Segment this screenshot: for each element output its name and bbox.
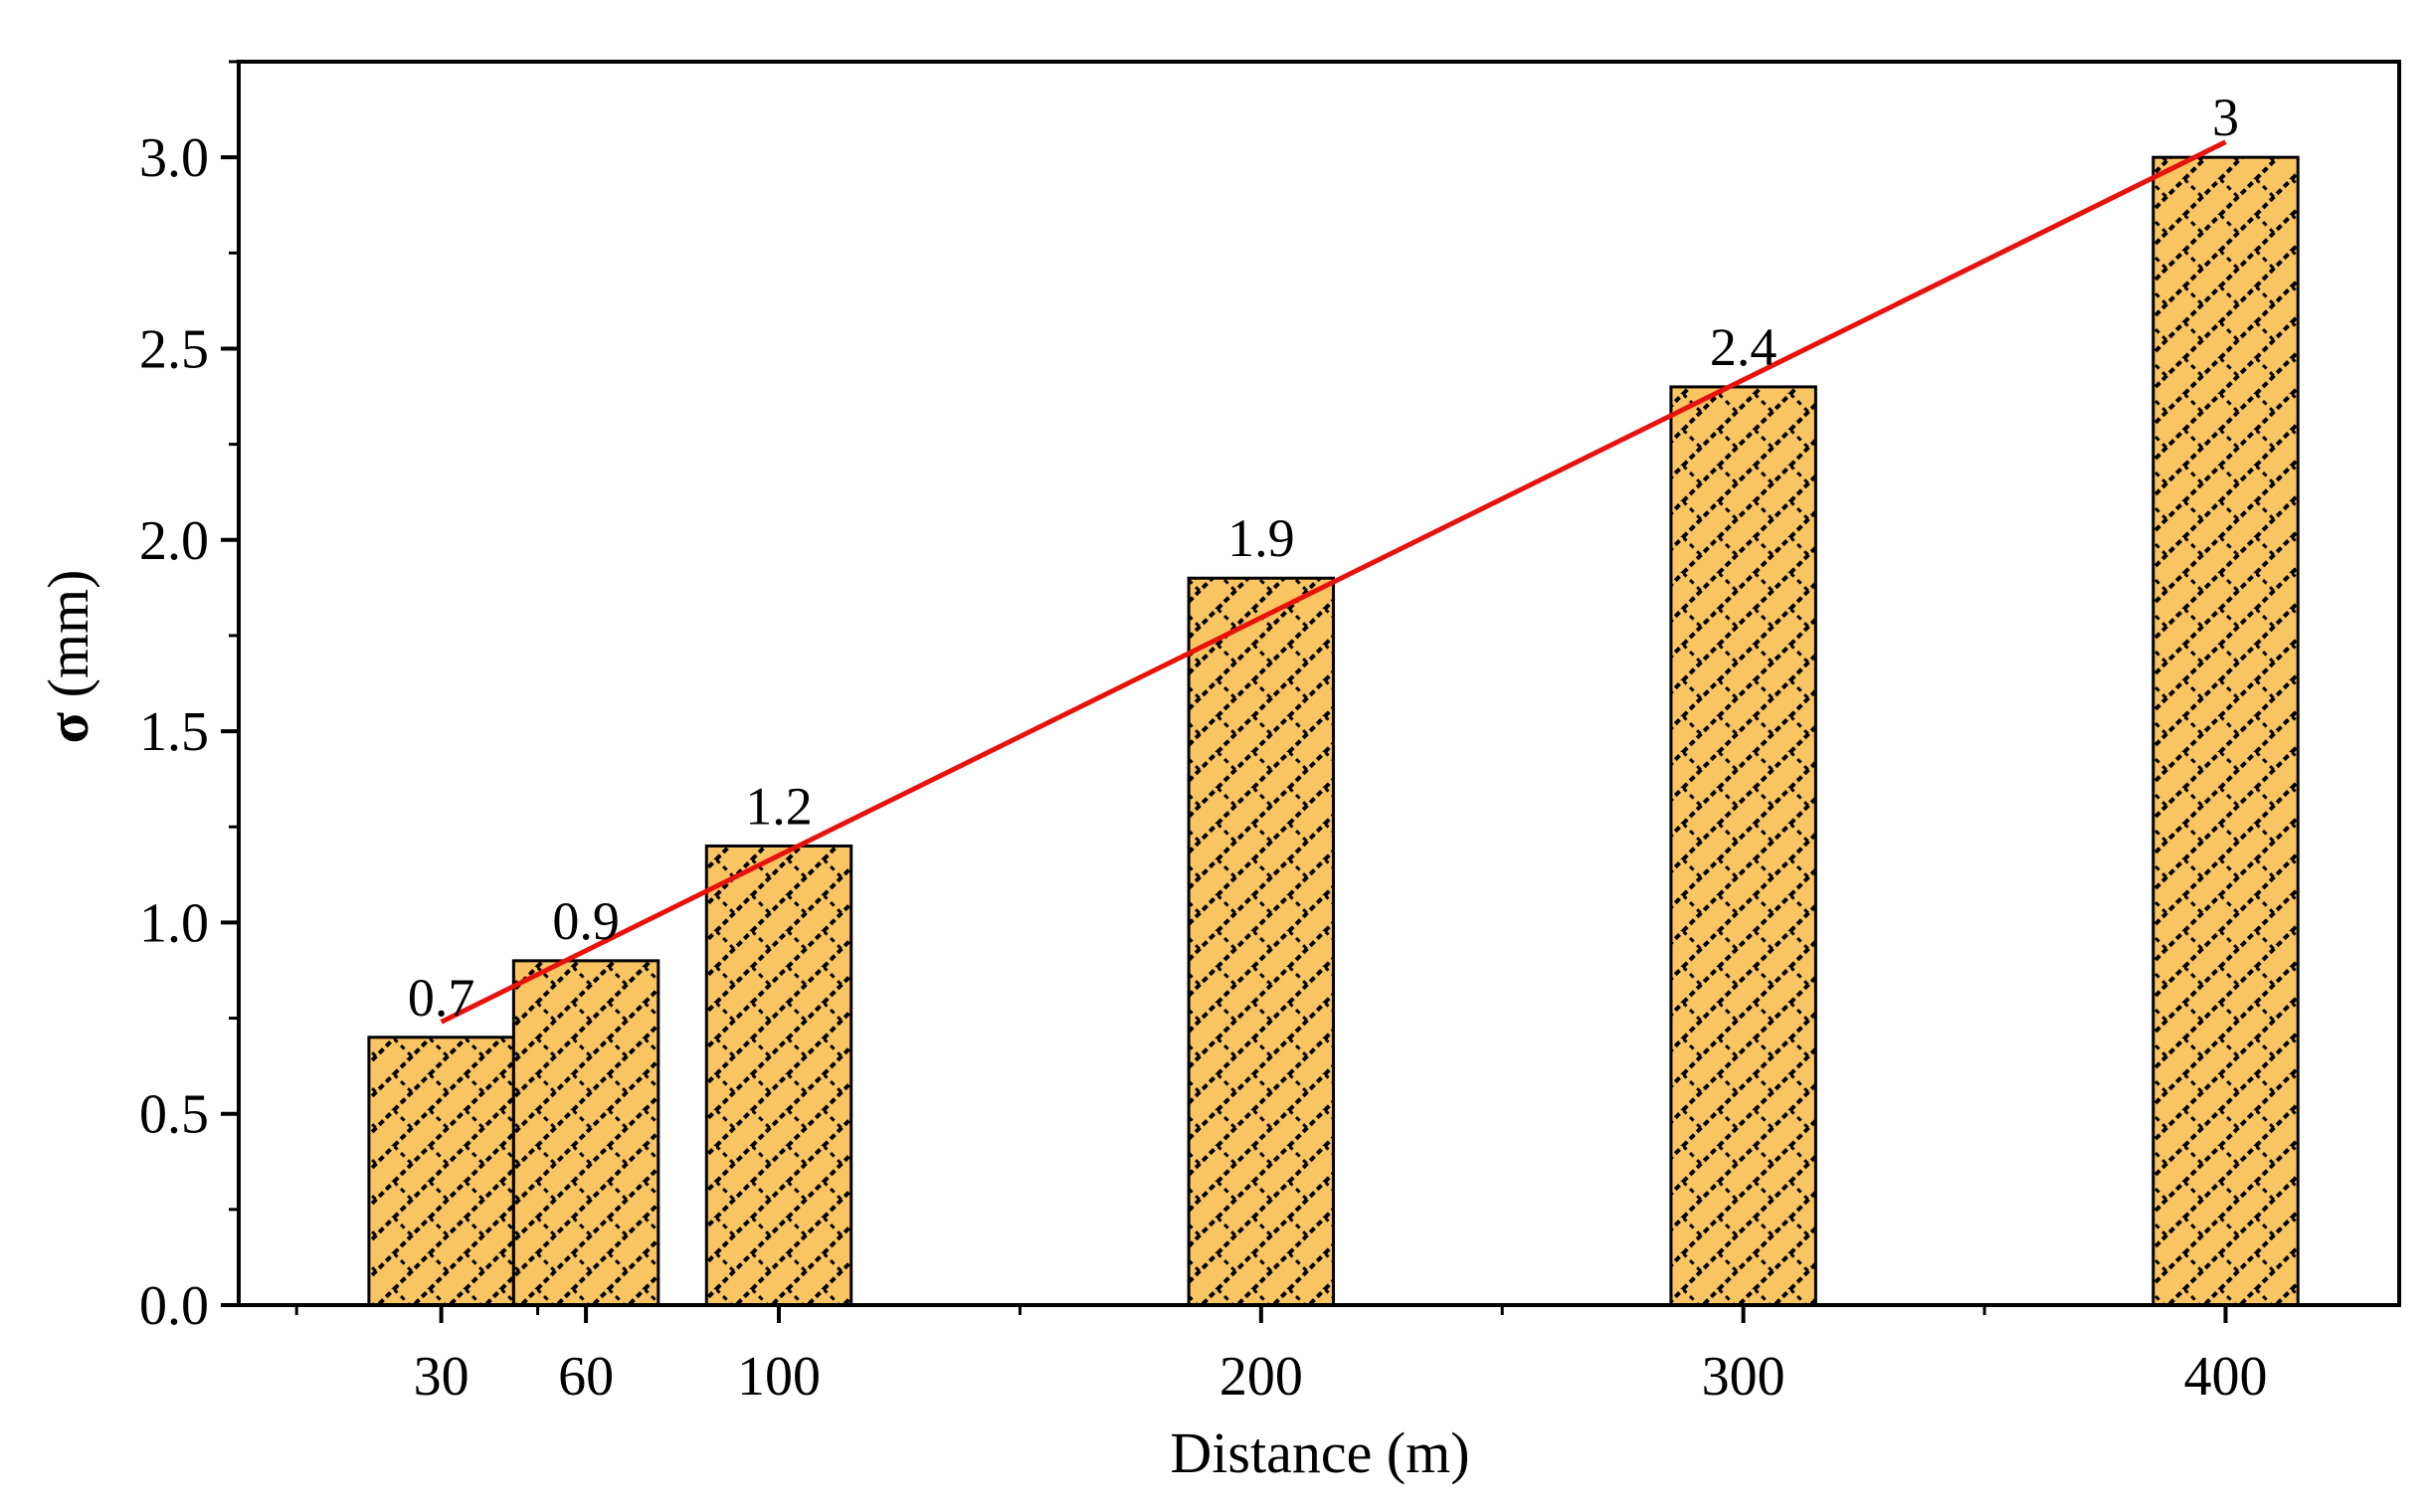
bar-400 xyxy=(2152,155,2300,1307)
y-tick-label: 1.5 xyxy=(139,701,209,763)
data-label-60: 0.9 xyxy=(552,891,620,951)
y-tick-label: 2.5 xyxy=(139,318,209,380)
trend-line xyxy=(440,139,2227,1025)
x-tick-label: 100 xyxy=(737,1346,821,1408)
y-tick-label: 2.0 xyxy=(139,510,209,572)
x-tick-label: 400 xyxy=(2183,1346,2267,1408)
trend-line-group xyxy=(440,139,2227,1025)
y-tick-label: 0.0 xyxy=(139,1275,209,1337)
x-tick-label: 30 xyxy=(414,1346,469,1408)
y-tick-label: 3.0 xyxy=(139,127,209,189)
y-axis-unit: (mm) xyxy=(36,570,100,712)
data-label-400: 3 xyxy=(2212,88,2239,147)
x-axis-title: Distance (m) xyxy=(1170,1420,1469,1485)
x-tick-label: 60 xyxy=(558,1346,614,1408)
y-axis-title: σ (mm) xyxy=(36,570,100,744)
axes: 0.0 0.5 1.0 1.5 2.0 2.5 3.0 30 60 100 200 300 400 xyxy=(139,60,2401,1408)
data-label-200: 1.9 xyxy=(1227,508,1295,568)
data-label-100: 1.2 xyxy=(745,776,813,836)
data-labels: 0.7 0.9 1.2 1.9 2.4 3 xyxy=(408,88,2239,1028)
y-tick-label: 1.0 xyxy=(139,892,209,954)
x-tick-label: 300 xyxy=(1702,1346,1785,1408)
bar-30 xyxy=(367,1036,515,1307)
y-axis-symbol: σ xyxy=(36,711,100,743)
bar-200 xyxy=(1187,576,1336,1307)
y-tick-label: 0.5 xyxy=(139,1084,209,1146)
data-label-300: 2.4 xyxy=(1710,317,1778,377)
bar-100 xyxy=(704,844,853,1307)
x-tick-label: 200 xyxy=(1219,1346,1303,1408)
bars xyxy=(367,155,2300,1307)
data-label-30: 0.7 xyxy=(408,968,475,1028)
bar-60 xyxy=(511,959,660,1307)
plot-frame xyxy=(237,60,2401,1307)
bar-300 xyxy=(1669,385,1817,1307)
